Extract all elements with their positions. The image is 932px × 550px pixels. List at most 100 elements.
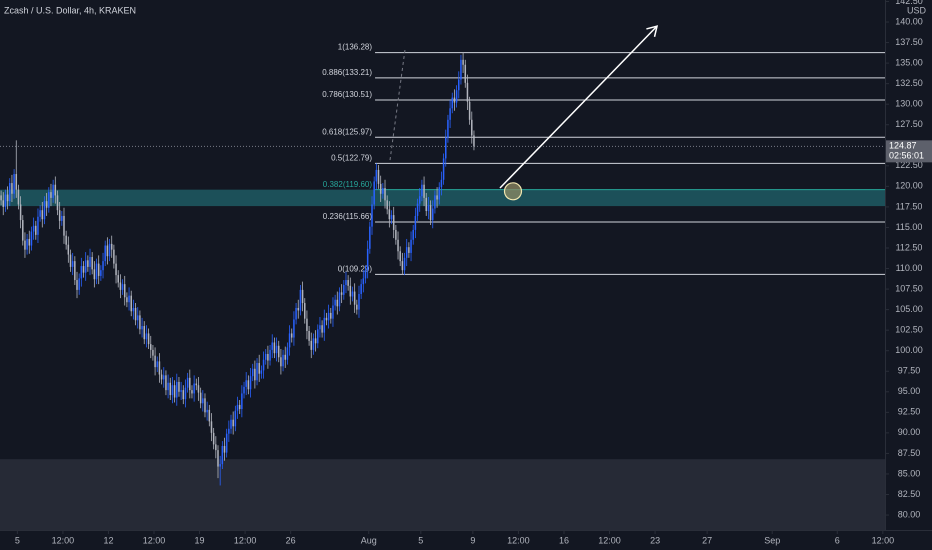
- candle-body: [295, 307, 297, 320]
- candle-body: [163, 375, 165, 380]
- candle-body: [299, 289, 302, 311]
- candle-body: [56, 195, 59, 211]
- fib-label: 0.786(130.51): [322, 90, 372, 99]
- y-tick-label: 97.50: [898, 366, 921, 376]
- candle-body: [423, 184, 425, 198]
- candle-body: [17, 189, 20, 205]
- y-tick-label: 110.00: [896, 263, 923, 273]
- candle-body: [136, 315, 139, 321]
- candle-body: [418, 196, 421, 204]
- candle-body: [317, 329, 319, 344]
- candle-body: [293, 319, 295, 338]
- candle-body: [379, 183, 382, 194]
- candle-body: [15, 174, 18, 190]
- y-tick-label: 82.50: [898, 489, 921, 499]
- candle-body: [126, 297, 128, 303]
- candle-body: [466, 82, 469, 102]
- x-tick-label: 27: [702, 535, 712, 545]
- y-tick-label: 135.00: [895, 57, 923, 67]
- candle-body: [351, 291, 354, 297]
- candle-body: [397, 239, 399, 252]
- candle-body: [401, 261, 404, 271]
- candle-body: [412, 229, 414, 240]
- candle-body: [284, 354, 286, 360]
- candle-body: [360, 284, 362, 295]
- candle-body: [19, 204, 22, 221]
- candle-body: [312, 338, 315, 350]
- candle-body: [78, 278, 80, 290]
- x-tick-label: 19: [195, 535, 205, 545]
- candle-body: [206, 409, 208, 413]
- trend-line: [389, 49, 406, 161]
- y-tick-label: 130.00: [895, 99, 923, 109]
- candle-body: [314, 338, 317, 344]
- candle-body: [156, 361, 159, 368]
- countdown-label: 02:56:01: [889, 151, 924, 161]
- candle-body: [366, 248, 369, 271]
- y-tick-label: 117.50: [896, 201, 923, 211]
- candle-body: [6, 194, 9, 202]
- candle-body: [384, 188, 386, 201]
- candle-body: [74, 261, 76, 281]
- candle-body: [26, 238, 28, 250]
- candle-body: [273, 342, 276, 354]
- candle-body: [238, 404, 241, 410]
- y-tick-label: 105.00: [895, 304, 923, 314]
- candle-body: [319, 325, 321, 330]
- candle-body: [308, 330, 310, 341]
- candle-body: [327, 312, 330, 321]
- candle-body: [321, 325, 323, 333]
- y-tick-label: 85.00: [898, 468, 921, 478]
- candle-body: [362, 278, 365, 285]
- candle-body: [468, 101, 471, 120]
- candle-body: [323, 317, 326, 333]
- candle-body: [180, 390, 182, 392]
- y-tick-label: 92.50: [898, 407, 921, 417]
- candle-body: [371, 204, 373, 227]
- candle-body: [399, 251, 401, 262]
- candle-body: [193, 383, 195, 394]
- candle-body: [210, 421, 213, 433]
- candle-body: [304, 303, 306, 319]
- candle-body: [464, 64, 467, 83]
- candle-body: [403, 257, 406, 271]
- zone: [0, 189, 885, 207]
- candle-body: [100, 270, 102, 276]
- x-tick-label: Aug: [361, 535, 377, 545]
- candle-body: [256, 363, 258, 381]
- candle-body: [169, 382, 172, 396]
- candle-body: [108, 243, 111, 257]
- candle-body: [262, 359, 265, 371]
- candle-body: [167, 382, 169, 391]
- candle-body: [449, 108, 451, 120]
- candle-body: [440, 179, 443, 188]
- x-tick-label: 12:00: [507, 535, 530, 545]
- y-tick-label: 122.50: [895, 160, 923, 170]
- candle-body: [52, 184, 54, 198]
- y-tick-label: 107.50: [895, 283, 923, 293]
- y-tick-label: 112.50: [896, 242, 923, 252]
- y-tick-label: 132.50: [895, 78, 923, 88]
- candle-body: [453, 97, 456, 103]
- y-tick-label: 120.00: [895, 181, 923, 191]
- candle-body: [145, 333, 148, 340]
- candle-body: [431, 208, 434, 221]
- candle-body: [414, 215, 417, 230]
- candle-body: [202, 398, 204, 404]
- candle-body: [364, 270, 367, 279]
- candle-body: [173, 385, 176, 398]
- fib-label: 0(109.29): [338, 264, 373, 273]
- y-tick-label: 115.00: [896, 222, 923, 232]
- candle-body: [30, 231, 33, 246]
- candle-body: [247, 380, 250, 390]
- candle-body: [143, 326, 146, 340]
- candle-body: [106, 245, 109, 257]
- candle-body: [130, 295, 132, 312]
- candle-body: [54, 184, 57, 196]
- candle-body: [282, 354, 284, 367]
- candle-body: [405, 247, 408, 258]
- candle-body: [215, 444, 217, 451]
- candle-body: [358, 294, 360, 310]
- candle-body: [28, 238, 31, 246]
